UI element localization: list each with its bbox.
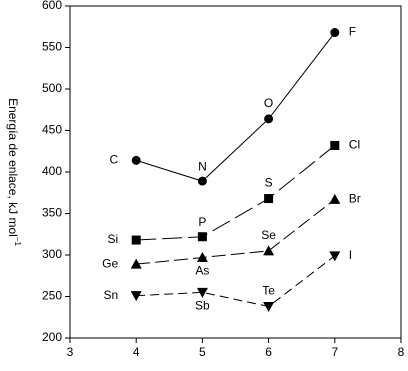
marker xyxy=(329,193,341,204)
y-tick-label: 350 xyxy=(42,206,62,220)
y-tick-label: 200 xyxy=(42,330,62,344)
x-tick-label: 8 xyxy=(398,345,405,359)
point-label: Cl xyxy=(349,138,360,152)
series-line xyxy=(136,145,336,241)
point-label: Si xyxy=(108,232,119,246)
marker xyxy=(264,114,274,124)
point-label: F xyxy=(349,25,356,39)
marker xyxy=(196,251,208,262)
y-tick-label: 450 xyxy=(42,123,62,137)
point-label: P xyxy=(198,215,206,229)
y-tick-label: 550 xyxy=(42,40,62,54)
marker xyxy=(197,232,207,242)
y-tick-label: 400 xyxy=(42,164,62,178)
point-label: Te xyxy=(262,284,275,298)
series-line xyxy=(136,255,336,307)
marker xyxy=(330,28,340,38)
x-tick-label: 7 xyxy=(331,345,338,359)
y-axis-label-text: Energía de enlace, kJ mol xyxy=(6,98,20,237)
y-tick-label: 300 xyxy=(42,247,62,261)
point-label: C xyxy=(110,153,119,167)
marker xyxy=(131,155,141,165)
y-axis-label: Energía de enlace, kJ mol−1 xyxy=(6,98,22,246)
point-label: Se xyxy=(261,228,276,242)
series-line xyxy=(136,32,336,182)
point-label: N xyxy=(198,159,207,173)
plot-frame xyxy=(69,5,402,339)
point-label: Sn xyxy=(104,288,119,302)
marker xyxy=(264,194,274,204)
y-axis-label-sup: −1 xyxy=(13,237,22,247)
x-tick-label: 6 xyxy=(265,345,272,359)
marker xyxy=(130,291,142,302)
marker xyxy=(131,235,141,245)
marker xyxy=(263,301,275,312)
marker xyxy=(330,140,340,150)
marker xyxy=(130,258,142,269)
marker xyxy=(329,251,341,262)
y-tick-label: 250 xyxy=(42,289,62,303)
point-label: O xyxy=(264,96,273,110)
y-tick-label: 600 xyxy=(42,0,62,12)
series-line xyxy=(136,198,336,265)
x-tick-label: 3 xyxy=(67,345,74,359)
point-label: S xyxy=(265,176,273,190)
x-tick-label: 4 xyxy=(133,345,140,359)
point-label: Ge xyxy=(102,256,118,270)
marker xyxy=(197,176,207,186)
point-label: I xyxy=(349,248,352,262)
marker xyxy=(263,245,275,256)
x-tick-label: 5 xyxy=(199,345,206,359)
point-label: Sb xyxy=(195,299,210,313)
point-label: As xyxy=(195,264,209,278)
point-label: Br xyxy=(349,192,361,206)
y-tick-label: 500 xyxy=(42,81,62,95)
marker xyxy=(196,287,208,298)
